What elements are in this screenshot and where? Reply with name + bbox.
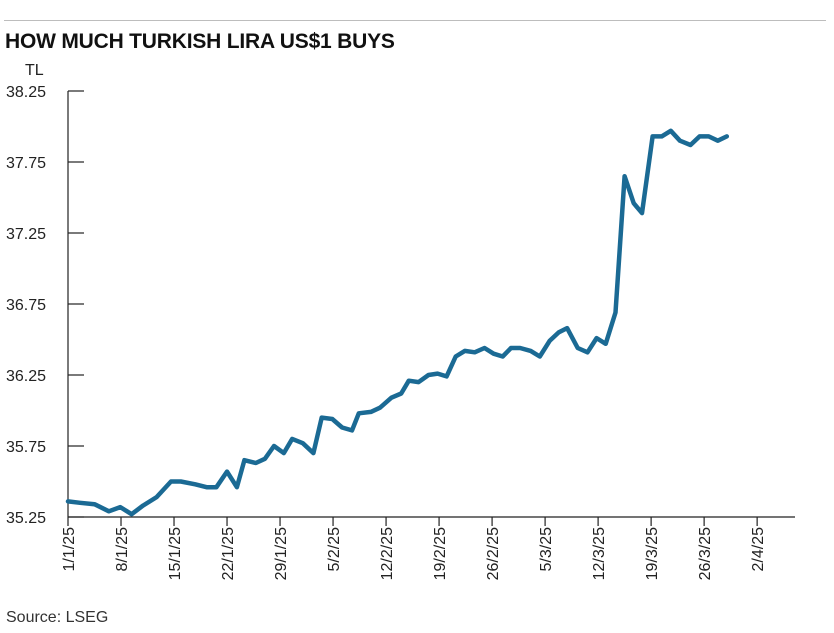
y-tick-label: 36.75 <box>6 297 46 314</box>
x-tick-label: 1/1/25 <box>61 527 78 572</box>
x-tick-label: 19/2/25 <box>432 527 449 580</box>
x-tick-label: 2/4/25 <box>750 527 767 572</box>
series-layer <box>65 128 730 517</box>
chart-title: HOW MUCH TURKISH LIRA US$1 BUYS <box>5 30 395 53</box>
x-tick-label: 19/3/25 <box>644 527 661 580</box>
y-tick-label: 35.25 <box>6 510 46 527</box>
source-note: Source: LSEG <box>6 609 109 626</box>
y-tick-label: 35.75 <box>6 439 46 456</box>
x-tick-label: 12/3/25 <box>591 527 608 580</box>
series-line-usd-try <box>65 128 730 517</box>
y-axis: 35.25 35.75 36.25 36.75 37.25 37.75 38.25 <box>6 84 84 527</box>
x-tick-label: 26/3/25 <box>697 527 714 580</box>
y-tick-label: 37.25 <box>6 226 46 243</box>
x-axis: 1/1/25 8/1/25 15/1/25 22/1/25 29/1/25 5/2/25 1… <box>61 516 795 580</box>
x-tick-label: 5/3/25 <box>538 527 555 572</box>
y-tick-label: 36.25 <box>6 368 46 385</box>
x-tick-label: 29/1/25 <box>273 527 290 580</box>
y-tick-label: 38.25 <box>6 84 46 101</box>
x-tick-label: 15/1/25 <box>167 527 184 580</box>
x-tick-label: 12/2/25 <box>379 527 396 580</box>
y-axis-unit-label: TL <box>25 62 44 79</box>
x-tick-label: 8/1/25 <box>114 527 131 572</box>
top-rule <box>4 20 826 21</box>
x-tick-label: 26/2/25 <box>485 527 502 580</box>
y-tick-label: 37.75 <box>6 155 46 172</box>
x-tick-label: 5/2/25 <box>326 527 343 572</box>
x-tick-label: 22/1/25 <box>220 527 237 580</box>
